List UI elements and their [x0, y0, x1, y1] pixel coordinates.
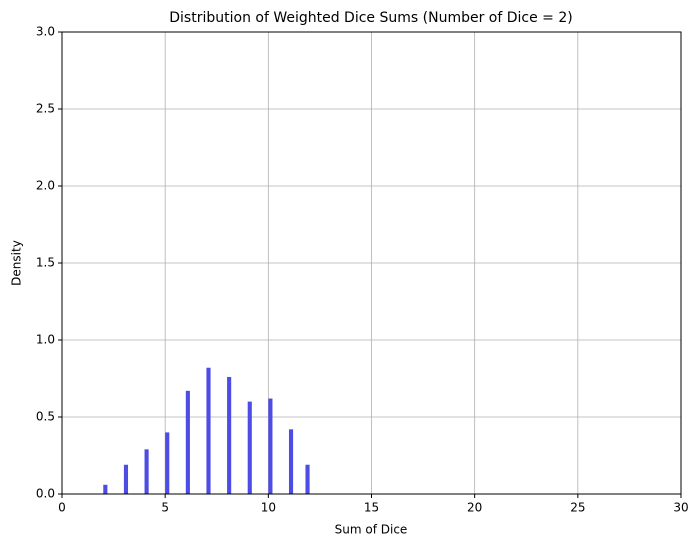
y-tick-label: 0.5 [36, 410, 55, 424]
histogram-bar [268, 398, 273, 494]
histogram-bar [144, 449, 149, 494]
histogram-bar [123, 464, 129, 494]
y-tick-label: 1.0 [36, 333, 55, 347]
histogram-bar [288, 429, 294, 494]
x-tick-label: 25 [570, 501, 585, 515]
y-tick-label: 2.0 [36, 179, 55, 193]
histogram-bar [206, 367, 211, 494]
x-tick-label: 30 [673, 501, 688, 515]
histogram-bar [305, 464, 310, 494]
plot-frame [61, 31, 682, 495]
y-axis-label: Density [10, 240, 24, 286]
histogram-bar [227, 376, 232, 494]
histogram-bar [165, 432, 170, 494]
histogram-bar [103, 484, 108, 494]
histogram-bar [185, 390, 190, 494]
x-tick-label: 15 [364, 501, 379, 515]
chart-title: Distribution of Weighted Dice Sums (Numb… [169, 10, 572, 26]
y-tick-label: 2.5 [36, 102, 55, 116]
y-tick-label: 3.0 [36, 25, 55, 39]
x-tick-label: 10 [261, 501, 276, 515]
x-tick-label: 0 [58, 501, 66, 515]
histogram-bar [247, 401, 252, 494]
y-tick-label: 0.0 [36, 487, 55, 501]
x-axis-label: Sum of Dice [335, 523, 408, 537]
x-tick-label: 5 [161, 501, 169, 515]
x-tick-label: 20 [467, 501, 482, 515]
y-tick-label: 1.5 [36, 256, 55, 270]
